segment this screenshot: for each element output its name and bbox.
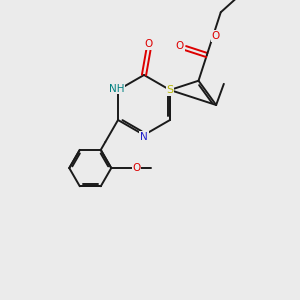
Text: O: O bbox=[132, 163, 141, 173]
Text: S: S bbox=[167, 85, 173, 95]
Text: NH: NH bbox=[109, 83, 124, 94]
Text: N: N bbox=[140, 131, 148, 142]
Text: O: O bbox=[212, 31, 220, 41]
Text: O: O bbox=[176, 41, 184, 51]
Text: O: O bbox=[144, 40, 153, 50]
